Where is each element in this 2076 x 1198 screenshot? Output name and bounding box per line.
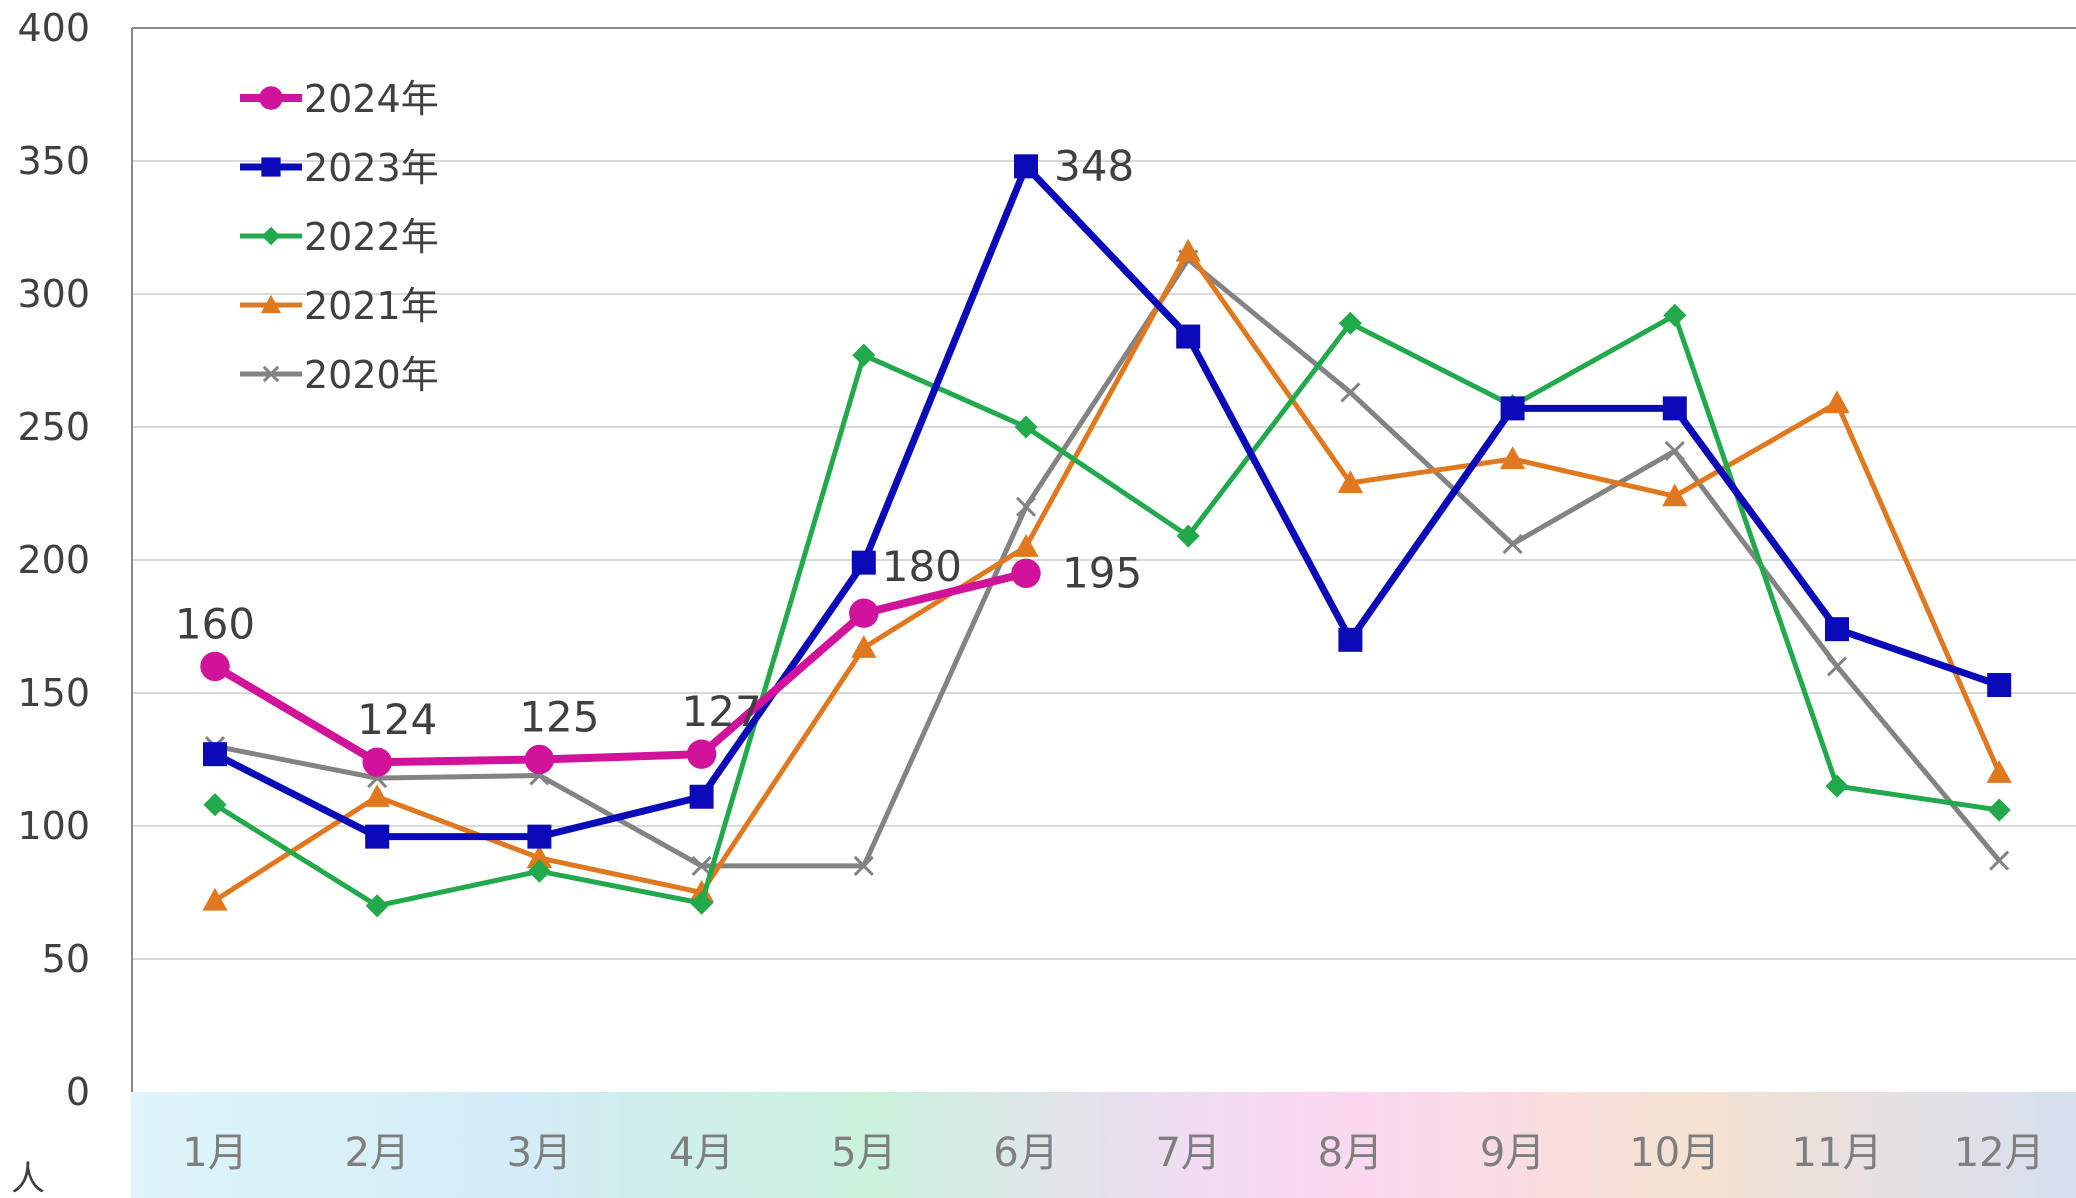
y-tick-label: 50 bbox=[42, 937, 90, 981]
series-2023年 bbox=[203, 154, 2011, 848]
y-tick-label: 100 bbox=[17, 804, 90, 848]
legend-item: 2022年 bbox=[240, 215, 439, 259]
marker-triangle bbox=[851, 635, 876, 658]
data-label: 160 bbox=[175, 599, 255, 648]
x-tick-label: 6月 bbox=[993, 1130, 1058, 1176]
marker-x bbox=[1341, 383, 1359, 401]
data-label: 195 bbox=[1062, 548, 1142, 597]
legend-label: 2023年 bbox=[304, 146, 439, 190]
y-tick-label: 400 bbox=[17, 6, 90, 50]
x-axis-band bbox=[131, 1092, 2076, 1198]
marker-square bbox=[1663, 396, 1687, 420]
marker-diamond bbox=[366, 894, 389, 917]
data-label: 348 bbox=[1054, 141, 1134, 190]
marker-triangle bbox=[1987, 760, 2012, 783]
series-line bbox=[215, 573, 1026, 762]
marker-diamond bbox=[1825, 775, 1848, 798]
x-tick-label: 11月 bbox=[1792, 1130, 1883, 1176]
marker-triangle bbox=[1013, 534, 1038, 557]
marker-diamond bbox=[262, 227, 280, 245]
marker-diamond bbox=[1988, 798, 2011, 821]
x-tick-label: 7月 bbox=[1155, 1130, 1220, 1176]
marker-diamond bbox=[852, 344, 875, 367]
marker-square bbox=[1338, 628, 1362, 652]
marker-circle bbox=[849, 599, 878, 628]
x-tick-label: 10月 bbox=[1629, 1130, 1720, 1176]
x-tick-label: 12月 bbox=[1954, 1130, 2045, 1176]
legend-item: 2023年 bbox=[240, 146, 439, 190]
marker-triangle bbox=[1824, 390, 1849, 413]
marker-x bbox=[1504, 535, 1522, 553]
marker-x bbox=[1017, 498, 1035, 516]
x-tick-label: 5月 bbox=[831, 1130, 896, 1176]
y-axis-ticks: 0 50 100 150 200 250 300 350 400 bbox=[17, 6, 90, 1114]
marker-square bbox=[1014, 154, 1038, 178]
marker-diamond bbox=[1663, 304, 1686, 327]
marker-square bbox=[1176, 325, 1200, 349]
marker-square bbox=[1825, 617, 1849, 641]
marker-diamond bbox=[203, 793, 226, 816]
legend-label: 2024年 bbox=[304, 77, 439, 121]
y-tick-label: 250 bbox=[17, 405, 90, 449]
marker-square bbox=[261, 157, 280, 176]
marker-circle bbox=[363, 747, 392, 776]
marker-square bbox=[852, 551, 876, 575]
marker-circle bbox=[525, 745, 554, 774]
y-unit-label: 人 bbox=[11, 1159, 45, 1198]
x-tick-label: 9月 bbox=[1480, 1130, 1545, 1176]
legend-label: 2021年 bbox=[304, 284, 439, 328]
data-label: 180 bbox=[882, 542, 962, 591]
marker-square bbox=[1501, 396, 1525, 420]
data-label: 124 bbox=[357, 695, 437, 744]
marker-square bbox=[527, 825, 551, 849]
marker-square bbox=[203, 742, 227, 766]
marker-square bbox=[1987, 673, 2011, 697]
x-tick-label: 2月 bbox=[344, 1130, 409, 1176]
legend-label: 2020年 bbox=[304, 353, 439, 397]
marker-x bbox=[1666, 442, 1684, 460]
x-tick-label: 1月 bbox=[182, 1130, 247, 1176]
marker-triangle bbox=[365, 784, 390, 807]
marker-triangle bbox=[202, 888, 227, 911]
x-tick-label: 8月 bbox=[1318, 1130, 1383, 1176]
x-tick-label: 4月 bbox=[669, 1130, 734, 1176]
legend-item: 2024年 bbox=[240, 77, 439, 121]
marker-circle bbox=[1011, 559, 1040, 588]
data-label: 127 bbox=[682, 687, 762, 736]
x-tick-label: 3月 bbox=[507, 1130, 572, 1176]
marker-circle bbox=[259, 86, 283, 110]
y-tick-label: 300 bbox=[17, 272, 90, 316]
marker-x bbox=[1828, 657, 1846, 675]
marker-circle bbox=[200, 652, 229, 681]
series-2024年 bbox=[200, 559, 1040, 777]
data-label: 125 bbox=[519, 693, 599, 742]
marker-circle bbox=[687, 739, 716, 768]
legend-label: 2022年 bbox=[304, 215, 439, 259]
legend-item: 2020年 bbox=[240, 353, 439, 397]
marker-x bbox=[1990, 852, 2008, 870]
marker-square bbox=[690, 785, 714, 809]
y-tick-label: 200 bbox=[17, 538, 90, 582]
legend-item: 2021年 bbox=[240, 284, 439, 328]
series-group bbox=[200, 154, 2012, 917]
marker-square bbox=[365, 825, 389, 849]
y-tick-label: 150 bbox=[17, 671, 90, 715]
marker-triangle bbox=[1176, 239, 1201, 262]
y-tick-label: 350 bbox=[17, 139, 90, 183]
marker-triangle bbox=[1500, 446, 1525, 469]
series-line bbox=[215, 166, 1999, 836]
legend: 2024年 2023年 2022年 2021年 2020年 bbox=[240, 77, 439, 397]
y-tick-label: 0 bbox=[66, 1070, 90, 1114]
